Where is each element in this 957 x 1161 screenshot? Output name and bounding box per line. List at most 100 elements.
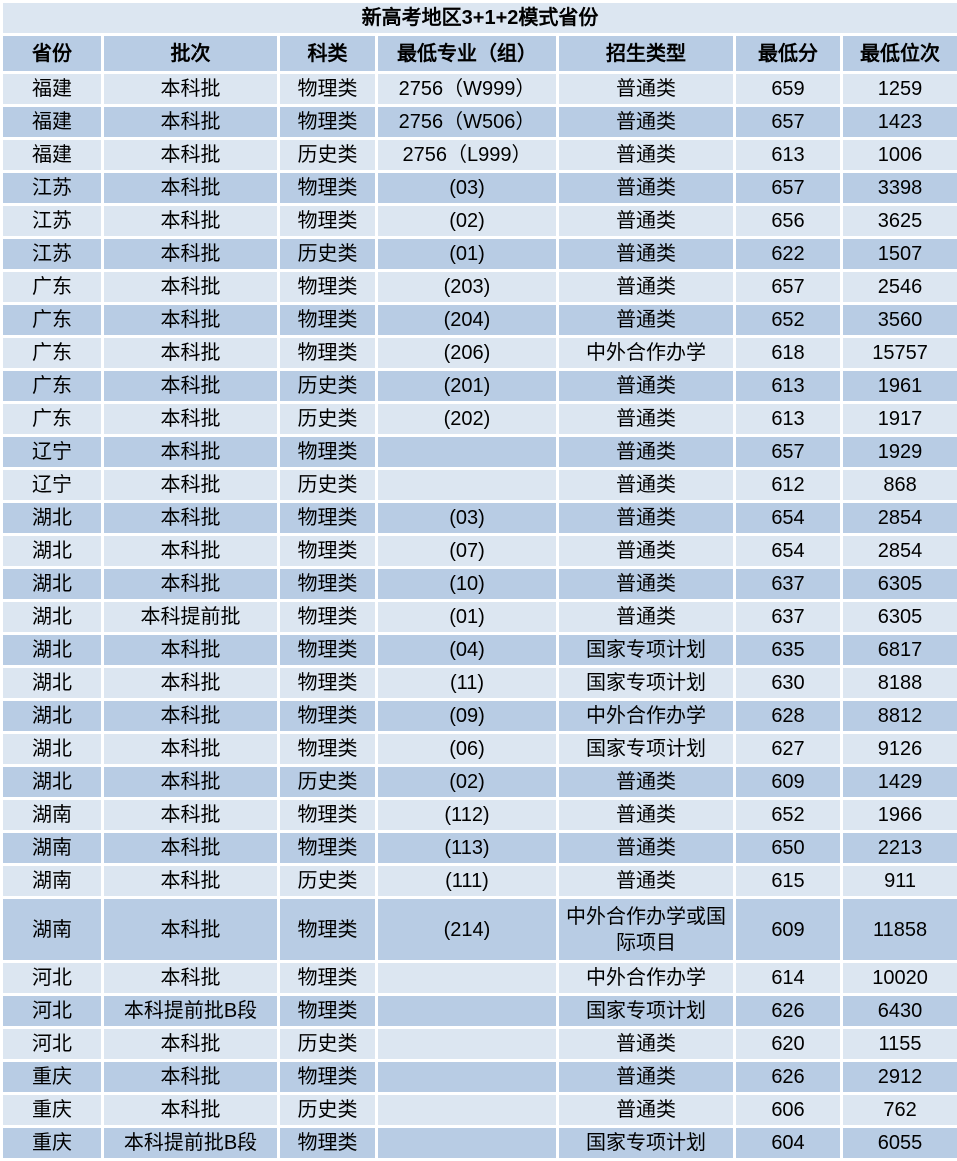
cell-admission_type: 普通类 bbox=[558, 766, 735, 799]
cell-min_rank: 911 bbox=[842, 865, 957, 898]
cell-major_group: (01) bbox=[377, 238, 558, 271]
cell-major_group: (04) bbox=[377, 634, 558, 667]
cell-subject: 历史类 bbox=[279, 865, 377, 898]
cell-province: 河北 bbox=[2, 995, 103, 1028]
cell-province: 江苏 bbox=[2, 205, 103, 238]
cell-province: 湖南 bbox=[2, 832, 103, 865]
cell-admission_type: 普通类 bbox=[558, 469, 735, 502]
cell-major_group: (11) bbox=[377, 667, 558, 700]
cell-province: 湖南 bbox=[2, 898, 103, 962]
cell-admission_type: 中外合作办学或国际项目 bbox=[558, 898, 735, 962]
cell-min_rank: 1155 bbox=[842, 1028, 957, 1061]
cell-province: 湖北 bbox=[2, 700, 103, 733]
cell-batch: 本科批 bbox=[103, 1094, 279, 1127]
cell-major_group bbox=[377, 1127, 558, 1160]
cell-major_group bbox=[377, 469, 558, 502]
cell-admission_type: 国家专项计划 bbox=[558, 667, 735, 700]
cell-admission_type: 中外合作办学 bbox=[558, 962, 735, 995]
col-header-batch: 批次 bbox=[103, 35, 279, 73]
cell-subject: 物理类 bbox=[279, 634, 377, 667]
cell-min_score: 622 bbox=[735, 238, 842, 271]
cell-min_rank: 1966 bbox=[842, 799, 957, 832]
cell-subject: 物理类 bbox=[279, 205, 377, 238]
cell-batch: 本科批 bbox=[103, 799, 279, 832]
table-header-row: 省份批次科类最低专业（组）招生类型最低分最低位次 bbox=[2, 35, 957, 73]
cell-province: 福建 bbox=[2, 106, 103, 139]
cell-min_score: 637 bbox=[735, 601, 842, 634]
cell-admission_type: 普通类 bbox=[558, 1028, 735, 1061]
cell-batch: 本科批 bbox=[103, 700, 279, 733]
cell-min_rank: 3625 bbox=[842, 205, 957, 238]
cell-subject: 历史类 bbox=[279, 1094, 377, 1127]
cell-subject: 物理类 bbox=[279, 601, 377, 634]
cell-admission_type: 普通类 bbox=[558, 832, 735, 865]
cell-admission_type: 普通类 bbox=[558, 1094, 735, 1127]
cell-admission_type: 普通类 bbox=[558, 535, 735, 568]
cell-batch: 本科批 bbox=[103, 1061, 279, 1094]
col-header-subject: 科类 bbox=[279, 35, 377, 73]
cell-min_score: 635 bbox=[735, 634, 842, 667]
cell-major_group: 2756（W999） bbox=[377, 73, 558, 106]
cell-min_rank: 6305 bbox=[842, 568, 957, 601]
cell-subject: 历史类 bbox=[279, 139, 377, 172]
cell-province: 湖北 bbox=[2, 766, 103, 799]
cell-min_rank: 1429 bbox=[842, 766, 957, 799]
cell-min_rank: 1917 bbox=[842, 403, 957, 436]
cell-admission_type: 普通类 bbox=[558, 1061, 735, 1094]
cell-admission_type: 普通类 bbox=[558, 568, 735, 601]
cell-batch: 本科批 bbox=[103, 469, 279, 502]
cell-batch: 本科批 bbox=[103, 172, 279, 205]
cell-min_rank: 2854 bbox=[842, 502, 957, 535]
cell-min_rank: 2854 bbox=[842, 535, 957, 568]
cell-min_rank: 2213 bbox=[842, 832, 957, 865]
cell-subject: 物理类 bbox=[279, 436, 377, 469]
cell-min_rank: 6817 bbox=[842, 634, 957, 667]
cell-subject: 历史类 bbox=[279, 469, 377, 502]
cell-min_rank: 8188 bbox=[842, 667, 957, 700]
cell-min_score: 657 bbox=[735, 271, 842, 304]
cell-subject: 物理类 bbox=[279, 700, 377, 733]
cell-major_group bbox=[377, 436, 558, 469]
cell-min_score: 654 bbox=[735, 502, 842, 535]
cell-subject: 物理类 bbox=[279, 733, 377, 766]
cell-min_score: 657 bbox=[735, 106, 842, 139]
cell-admission_type: 普通类 bbox=[558, 139, 735, 172]
cell-subject: 历史类 bbox=[279, 1028, 377, 1061]
cell-major_group: (06) bbox=[377, 733, 558, 766]
cell-admission_type: 中外合作办学 bbox=[558, 700, 735, 733]
cell-subject: 历史类 bbox=[279, 403, 377, 436]
cell-province: 湖南 bbox=[2, 799, 103, 832]
cell-batch: 本科批 bbox=[103, 898, 279, 962]
cell-min_rank: 1423 bbox=[842, 106, 957, 139]
cell-batch: 本科批 bbox=[103, 205, 279, 238]
cell-major_group: 2756（L999） bbox=[377, 139, 558, 172]
cell-batch: 本科批 bbox=[103, 634, 279, 667]
cell-province: 湖北 bbox=[2, 601, 103, 634]
col-header-min_rank: 最低位次 bbox=[842, 35, 957, 73]
cell-min_score: 654 bbox=[735, 535, 842, 568]
cell-major_group: (201) bbox=[377, 370, 558, 403]
cell-batch: 本科批 bbox=[103, 667, 279, 700]
cell-major_group: (01) bbox=[377, 601, 558, 634]
col-header-major_group: 最低专业（组） bbox=[377, 35, 558, 73]
cell-batch: 本科提前批B段 bbox=[103, 1127, 279, 1160]
cell-major_group bbox=[377, 1094, 558, 1127]
cell-min_score: 618 bbox=[735, 337, 842, 370]
cell-province: 广东 bbox=[2, 370, 103, 403]
cell-admission_type: 普通类 bbox=[558, 436, 735, 469]
cell-province: 湖北 bbox=[2, 733, 103, 766]
cell-batch: 本科批 bbox=[103, 535, 279, 568]
cell-admission_type: 普通类 bbox=[558, 238, 735, 271]
cell-batch: 本科批 bbox=[103, 337, 279, 370]
cell-min_rank: 762 bbox=[842, 1094, 957, 1127]
cell-admission_type: 普通类 bbox=[558, 271, 735, 304]
